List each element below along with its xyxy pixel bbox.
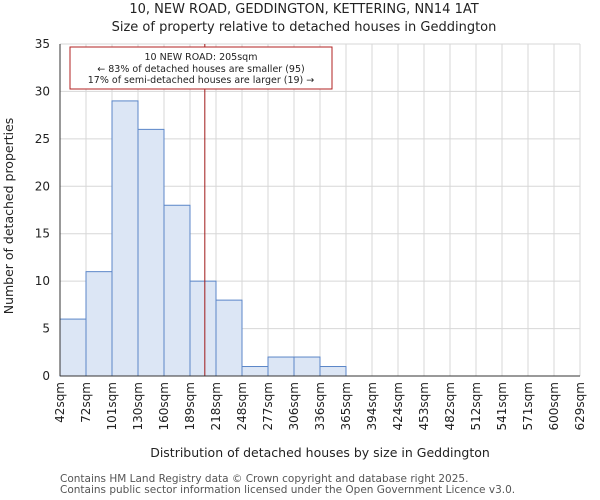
x-tick-label: 101sqm — [105, 382, 119, 430]
annotation-smaller: ← 83% of detached houses are smaller (95… — [97, 64, 304, 75]
annotation-border — [69, 46, 333, 90]
x-tick-label: 541sqm — [495, 382, 509, 430]
footer-line-2: Contains public sector information licen… — [60, 484, 516, 496]
x-tick-label: 571sqm — [521, 382, 535, 430]
y-tick-label: 25 — [35, 132, 50, 146]
y-tick-label: 10 — [35, 274, 50, 288]
x-tick-label: 277sqm — [261, 382, 275, 430]
bar-72sqm — [85, 271, 113, 377]
bar-218sqm — [215, 299, 243, 377]
y-tick-label: 20 — [35, 179, 50, 193]
annotation-larger: 17% of semi-detached houses are larger (… — [88, 75, 315, 86]
chart-subtitle: Size of property relative to detached ho… — [112, 20, 497, 35]
x-tick-label: 189sqm — [183, 382, 197, 430]
x-tick-label: 424sqm — [391, 382, 405, 430]
chart-title: 10, NEW ROAD, GEDDINGTON, KETTERING, NN1… — [129, 2, 478, 17]
bar-306sqm — [293, 356, 321, 377]
x-tick-label: 248sqm — [235, 382, 249, 430]
bars — [59, 100, 347, 377]
x-tick-label: 453sqm — [417, 382, 431, 430]
bar-277sqm — [267, 356, 295, 377]
y-axis-ticks: 0 5 10 15 20 25 30 35 — [35, 37, 50, 383]
footer-line-1: Contains HM Land Registry data © Crown c… — [60, 473, 469, 485]
annotation-box: 10 NEW ROAD: 205sqm ← 83% of detached ho… — [69, 46, 333, 90]
x-tick-label: 482sqm — [443, 382, 457, 430]
x-tick-label: 160sqm — [157, 382, 171, 430]
bar-248sqm — [241, 366, 269, 377]
bar-42sqm — [59, 318, 87, 377]
x-tick-label: 218sqm — [209, 382, 223, 430]
x-tick-label: 394sqm — [365, 382, 379, 430]
x-axis-ticks: 42sqm 72sqm 101sqm 130sqm 160sqm 189sqm 218sqm… — [53, 382, 587, 430]
annotation-title: 10 NEW ROAD: 205sqm — [145, 52, 258, 63]
x-tick-label: 72sqm — [79, 382, 93, 423]
x-tick-label: 512sqm — [469, 382, 483, 430]
bar-160sqm — [163, 204, 191, 377]
x-axis-label: Distribution of detached houses by size … — [150, 445, 490, 460]
x-tick-label: 130sqm — [131, 382, 145, 430]
y-axis-label: Number of detached properties — [1, 118, 16, 315]
x-tick-label: 336sqm — [313, 382, 327, 430]
bar-130sqm — [137, 128, 165, 377]
y-tick-label: 30 — [35, 84, 50, 98]
y-tick-label: 0 — [42, 369, 50, 383]
x-tick-label: 306sqm — [287, 382, 301, 430]
x-tick-label: 629sqm — [573, 382, 587, 430]
bar-336sqm — [319, 366, 347, 377]
x-tick-label: 600sqm — [547, 382, 561, 430]
y-tick-label: 35 — [35, 37, 50, 51]
y-tick-label: 15 — [35, 227, 50, 241]
x-tick-label: 365sqm — [339, 382, 353, 430]
x-tick-label: 42sqm — [53, 382, 67, 423]
bar-189sqm — [189, 280, 217, 377]
bar-101sqm — [111, 100, 139, 377]
y-tick-label: 5 — [42, 322, 50, 336]
